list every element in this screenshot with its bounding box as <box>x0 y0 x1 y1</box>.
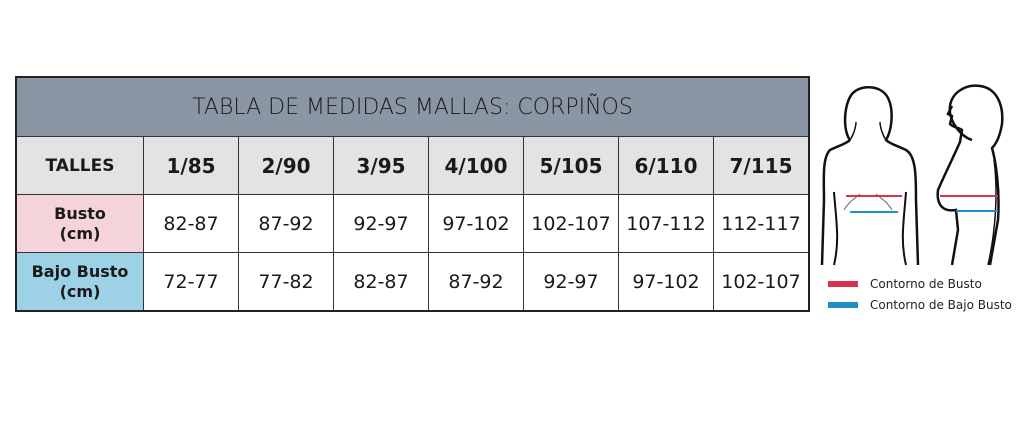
table-cell: 82-87 <box>143 194 239 253</box>
legend-label: Contorno de Bajo Busto <box>870 298 1012 312</box>
table-cell: 82-87 <box>333 252 429 312</box>
row-label: Busto (cm) <box>15 194 144 253</box>
size-header: 2/90 <box>238 136 334 195</box>
body-measurement-illustration <box>820 84 1004 266</box>
table-cell: 107-112 <box>618 194 714 253</box>
table-cell: 87-92 <box>238 194 334 253</box>
size-header: 4/100 <box>428 136 524 195</box>
table-cell: 112-117 <box>713 194 810 253</box>
table-cell: 102-107 <box>713 252 810 312</box>
table-cell: 102-107 <box>523 194 619 253</box>
header-label: TALLES <box>15 136 144 195</box>
size-table: TABLA DE MEDIDAS MALLAS: CORPIÑOS TALLES… <box>15 76 810 312</box>
underbust-swatch <box>828 302 858 308</box>
table-cell: 87-92 <box>428 252 524 312</box>
table-cell: 97-102 <box>428 194 524 253</box>
size-header: 5/105 <box>523 136 619 195</box>
table-cell: 92-97 <box>523 252 619 312</box>
table-cell: 92-97 <box>333 194 429 253</box>
size-header: 7/115 <box>713 136 810 195</box>
table-title: TABLA DE MEDIDAS MALLAS: CORPIÑOS <box>15 76 810 137</box>
legend-label: Contorno de Busto <box>870 277 982 291</box>
table-cell: 77-82 <box>238 252 334 312</box>
header-row: TALLES 1/85 2/90 3/95 4/100 5/105 6/110 … <box>15 136 810 195</box>
size-header: 3/95 <box>333 136 429 195</box>
legend-item-underbust: Contorno de Bajo Busto <box>828 298 1012 312</box>
table-row-busto: Busto (cm) 82-87 87-92 92-97 97-102 102-1… <box>15 194 810 253</box>
table-cell: 97-102 <box>618 252 714 312</box>
legend-item-bust: Contorno de Busto <box>828 277 982 291</box>
size-header: 1/85 <box>143 136 239 195</box>
bust-swatch <box>828 281 858 287</box>
size-header: 6/110 <box>618 136 714 195</box>
front-silhouette-icon <box>820 85 920 266</box>
table-cell: 72-77 <box>143 252 239 312</box>
row-label: Bajo Busto (cm) <box>15 252 144 312</box>
side-silhouette-icon <box>936 84 1004 266</box>
table-row-bajo-busto: Bajo Busto (cm) 72-77 77-82 82-87 87-92 9… <box>15 252 810 312</box>
